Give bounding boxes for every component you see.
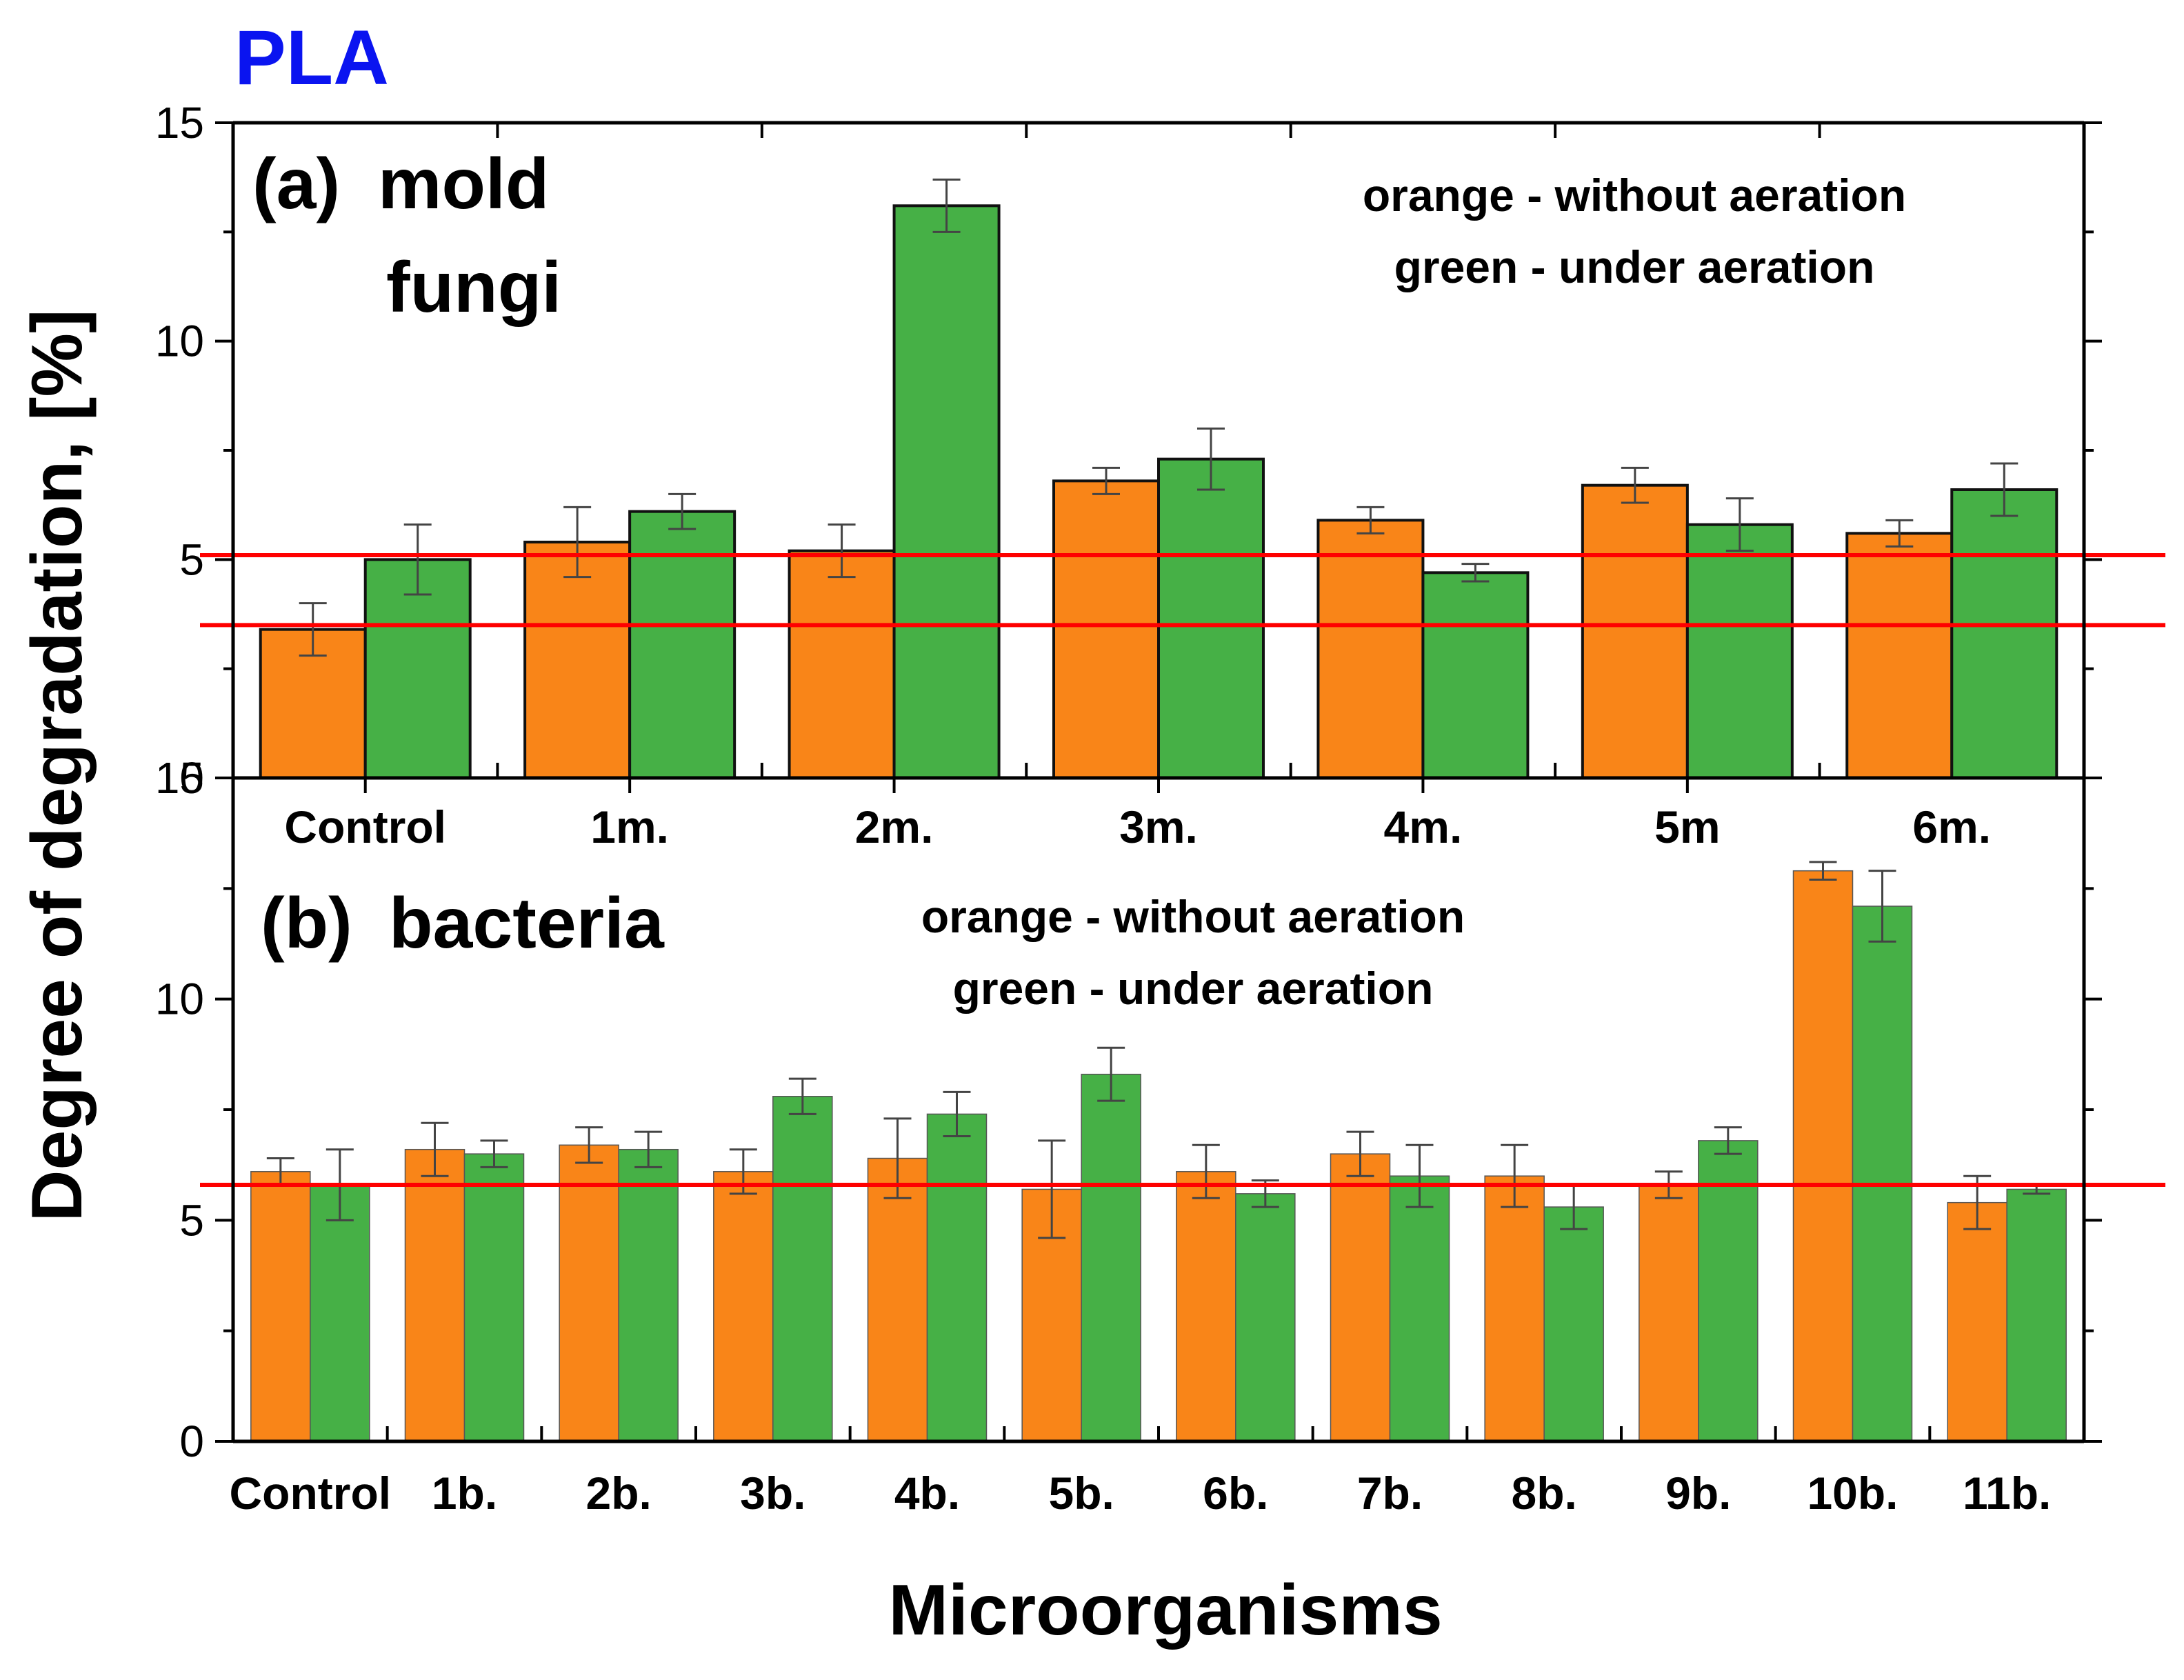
panel-b-category-label-6: 6b. [1203, 1468, 1268, 1519]
panel-b-category-label-8: 8b. [1511, 1468, 1576, 1519]
panel-a-category-label-2: 2m. [855, 801, 934, 852]
panel-a-legend-green: green - under aeration [1394, 241, 1875, 292]
panel-a-bar-orange-6 [1845, 532, 1954, 779]
panel-a-title-line2: fungi [386, 248, 561, 328]
panel-b-bar-green-0 [310, 1184, 370, 1442]
panel-a-legend-orange: orange - without aeration [1363, 170, 1906, 221]
panel-a-ytick-label-0: 0 [179, 753, 204, 803]
panel-a-bar-green-3 [1157, 457, 1265, 780]
panel-b-bar-orange-0 [250, 1171, 311, 1442]
panel-b-category-label-3: 3b. [740, 1468, 805, 1519]
panel-b-ytick-label-0: 0 [179, 1417, 204, 1466]
panel-b-category-label-0: Control [230, 1468, 392, 1519]
panel-a-bar-green-1 [628, 510, 737, 780]
panel-b-bar-green-4 [926, 1113, 988, 1442]
panel-a-category-label-3: 3m. [1119, 801, 1198, 852]
panel-a-category-label-4: 4m. [1384, 801, 1463, 852]
panel-a-category-label-5: 5m [1654, 801, 1720, 852]
panel-b-bar-green-3 [772, 1096, 833, 1442]
figure-title: PLA [234, 14, 389, 101]
panel-a-ytick-label-2: 10 [155, 317, 204, 366]
panel-b-bar-orange-7 [1330, 1153, 1391, 1442]
y-axis-title: Degree of degradation, [%] [17, 309, 97, 1221]
panel-b-bar-orange-2 [559, 1144, 619, 1442]
panel-a-ytick-label-3: 15 [155, 98, 204, 148]
panel-b-ytick-label-1: 5 [179, 1195, 204, 1245]
panel-a-category-label-1: 1m. [590, 801, 669, 852]
panel-a-bar-green-2 [892, 204, 1001, 780]
panel-b-legend-green: green - under aeration [953, 963, 1434, 1014]
panel-b-bar-green-5 [1081, 1073, 1141, 1442]
panel-b-bar-orange-11 [1947, 1201, 2007, 1442]
panel-b-bar-orange-4 [867, 1157, 928, 1442]
panel-a-bar-orange-4 [1316, 519, 1425, 779]
panel-b-category-label-9: 9b. [1665, 1468, 1731, 1519]
panel-b-bar-green-10 [1852, 906, 1913, 1442]
panel-b-bar-green-2 [618, 1148, 679, 1442]
panel-b-bar-green-8 [1543, 1206, 1604, 1442]
panel-a-label: (a) [252, 144, 340, 224]
panel-b-bar-green-11 [2006, 1188, 2067, 1442]
panel-a-category-label-0: Control [284, 801, 446, 852]
panel-a-bar-green-6 [1950, 488, 2058, 779]
panel-b-category-label-5: 5b. [1048, 1468, 1114, 1519]
panel-b-category-label-7: 7b. [1357, 1468, 1423, 1519]
panel-a-bar-orange-3 [1052, 479, 1160, 779]
panel-a-ytick-label-1: 5 [179, 534, 204, 584]
chart-marks: Control 1m. 2m. 3m. 4m. 5m 6m. 0 5 10 15 Control 1b.… [155, 98, 2165, 1519]
panel-b-bar-orange-8 [1484, 1175, 1545, 1442]
panel-a-bar-orange-2 [788, 549, 896, 780]
panel-a-category-label-6: 6m. [1912, 801, 1991, 852]
panel-a-bar-green-4 [1421, 571, 1530, 779]
panel-b-ytick-label-2: 10 [155, 974, 204, 1024]
panel-b-bar-orange-6 [1176, 1171, 1236, 1442]
panel-b-category-label-2: 2b. [585, 1468, 651, 1519]
panel-b-bar-green-7 [1389, 1175, 1450, 1442]
panel-b-bar-green-6 [1235, 1193, 1296, 1442]
panel-b-bar-orange-1 [404, 1148, 465, 1442]
panel-b-bar-green-9 [1698, 1140, 1759, 1442]
panel-b-bar-orange-10 [1792, 870, 1854, 1442]
panel-b-category-label-4: 4b. [894, 1468, 960, 1519]
panel-b-category-label-11: 11b. [1963, 1468, 2051, 1519]
panel-b-bar-orange-3 [713, 1171, 774, 1442]
x-axis-title: Microorganisms [888, 1570, 1442, 1650]
panel-b-category-label-10: 10b. [1807, 1468, 1898, 1519]
panel-b-title: bacteria [389, 883, 665, 963]
panel-a-bar-green-5 [1685, 523, 1794, 780]
panel-a-title-line1: mold [378, 144, 549, 224]
panel-b-legend-orange: orange - without aeration [921, 891, 1465, 942]
panel-b-bar-green-1 [463, 1153, 525, 1442]
panel-b-category-label-1: 1b. [432, 1468, 497, 1519]
panel-a-bar-orange-5 [1581, 483, 1689, 780]
panel-b-ytick-label-3: 15 [155, 753, 204, 803]
panel-b-label: (b) [261, 883, 352, 963]
panel-b-bar-orange-9 [1639, 1184, 1699, 1442]
